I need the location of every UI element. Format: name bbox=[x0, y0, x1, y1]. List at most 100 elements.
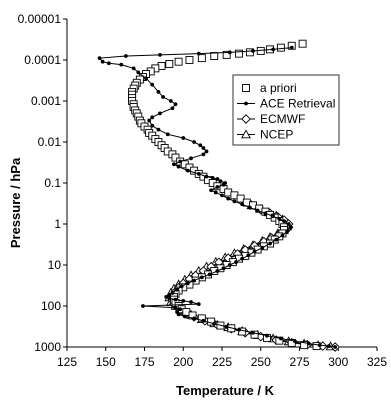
legend-marker-ncep bbox=[241, 129, 251, 139]
data-point-ace-retrieval bbox=[226, 196, 231, 201]
data-point-ace-retrieval bbox=[224, 324, 229, 329]
data-point-ace-retrieval bbox=[204, 174, 209, 179]
data-point-ace-retrieval bbox=[248, 205, 252, 210]
data-point-ace-retrieval bbox=[161, 95, 166, 99]
legend-label-a-priori: a priori bbox=[260, 81, 297, 95]
data-point-ace-retrieval bbox=[327, 344, 331, 348]
data-point-ace-retrieval bbox=[232, 199, 237, 204]
data-point-ace-retrieval bbox=[150, 123, 155, 128]
plot-area: 125 150 175 200 225 250 275 300 325 0.00001 0.0001… bbox=[18, 12, 388, 369]
data-point-ace-retrieval bbox=[210, 175, 215, 180]
data-point-ace-retrieval bbox=[181, 136, 186, 140]
data-point-a-priori bbox=[298, 39, 307, 48]
data-point-ace-retrieval bbox=[106, 61, 111, 66]
data-point-ace-retrieval bbox=[201, 146, 206, 150]
legend-box bbox=[232, 74, 340, 146]
legend-label-ecmwf: ECMWF bbox=[260, 112, 305, 126]
data-point-ace-retrieval bbox=[176, 312, 181, 317]
data-point-a-priori bbox=[300, 341, 309, 350]
data-point-ace-retrieval bbox=[277, 216, 282, 221]
data-point-ace-retrieval bbox=[178, 307, 183, 312]
data-point-ace-retrieval bbox=[192, 278, 197, 283]
data-point-ace-retrieval bbox=[186, 281, 190, 286]
data-point-ace-retrieval bbox=[167, 296, 172, 301]
data-point-ace-retrieval bbox=[196, 172, 201, 176]
data-point-ace-retrieval bbox=[179, 284, 184, 289]
data-point-ace-retrieval bbox=[201, 152, 206, 157]
data-point-ace-retrieval bbox=[251, 49, 255, 53]
data-point-ace-retrieval bbox=[189, 300, 193, 304]
y-tick-label: 1 bbox=[54, 217, 61, 231]
data-point-ace-retrieval bbox=[274, 237, 279, 242]
data-point-ace-retrieval bbox=[333, 345, 338, 349]
data-point-ace-retrieval bbox=[182, 314, 187, 319]
y-tick-label: 100 bbox=[41, 299, 61, 313]
x-tick-label: 125 bbox=[57, 355, 77, 369]
data-point-a-priori bbox=[275, 336, 284, 345]
data-point-a-priori bbox=[185, 56, 194, 64]
data-point-a-priori bbox=[235, 49, 244, 58]
data-point-ace-retrieval bbox=[289, 45, 294, 50]
data-point-ace-retrieval bbox=[165, 132, 170, 137]
data-point-a-priori bbox=[250, 330, 259, 339]
data-point-ace-retrieval bbox=[181, 298, 186, 303]
data-point-ace-retrieval bbox=[150, 115, 155, 120]
data-point-ace-retrieval bbox=[189, 156, 193, 161]
y-tick-label: 0.01 bbox=[38, 135, 62, 149]
y-tick-label: 10 bbox=[48, 258, 62, 272]
data-point-ace-retrieval bbox=[317, 343, 322, 348]
legend-marker-a-priori bbox=[242, 84, 250, 92]
data-point-a-priori bbox=[276, 43, 285, 52]
data-point-ace-retrieval bbox=[201, 318, 206, 323]
data-point-ace-retrieval bbox=[199, 275, 204, 280]
data-point-ace-retrieval bbox=[196, 51, 201, 56]
series-ace-retrieval bbox=[97, 45, 338, 349]
data-point-a-priori bbox=[165, 60, 174, 68]
data-point-ace-retrieval bbox=[119, 62, 124, 67]
legend-marker-ecmwf bbox=[241, 114, 251, 124]
data-point-ace-retrieval bbox=[198, 143, 203, 148]
x-tick-label: 175 bbox=[134, 355, 154, 369]
data-point-ace-retrieval bbox=[288, 225, 293, 230]
data-point-ace-retrieval bbox=[268, 241, 272, 246]
x-tick-label: 250 bbox=[251, 355, 271, 369]
data-point-ace-retrieval bbox=[156, 90, 161, 94]
data-point-ace-retrieval bbox=[170, 106, 175, 111]
data-point-ace-retrieval bbox=[176, 164, 181, 169]
data-point-ace-retrieval bbox=[285, 229, 289, 234]
data-point-ace-retrieval bbox=[173, 102, 178, 107]
data-point-ace-retrieval bbox=[286, 222, 291, 226]
data-point-ace-retrieval bbox=[282, 219, 286, 224]
data-point-ace-retrieval bbox=[164, 295, 169, 299]
y-tick-label: 0.00001 bbox=[18, 12, 62, 26]
data-point-ace-retrieval bbox=[192, 316, 197, 321]
data-point-ace-retrieval bbox=[173, 305, 178, 310]
data-point-ace-retrieval bbox=[279, 336, 283, 341]
data-point-ace-retrieval bbox=[124, 54, 128, 58]
data-point-a-priori bbox=[171, 153, 180, 162]
data-point-ace-retrieval bbox=[204, 149, 209, 154]
data-point-ace-retrieval bbox=[220, 193, 224, 198]
data-point-ace-retrieval bbox=[255, 208, 260, 213]
data-point-ace-retrieval bbox=[218, 179, 223, 184]
x-axis-label: Temperature / K bbox=[176, 383, 275, 398]
data-point-ace-retrieval bbox=[292, 339, 297, 344]
data-point-ace-retrieval bbox=[215, 269, 220, 273]
data-point-ace-retrieval bbox=[131, 66, 136, 71]
data-point-ace-retrieval bbox=[271, 214, 276, 219]
data-point-a-priori bbox=[287, 339, 296, 347]
data-point-ace-retrieval bbox=[240, 256, 245, 261]
data-point-ace-retrieval bbox=[212, 321, 217, 326]
data-point-ace-retrieval bbox=[173, 297, 178, 302]
data-point-ace-retrieval bbox=[172, 162, 176, 167]
data-point-ace-retrieval bbox=[306, 341, 311, 346]
data-point-ace-retrieval bbox=[265, 333, 269, 338]
data-point-ace-retrieval bbox=[167, 293, 172, 298]
legend-label-ace-retrieval: ACE Retrieval bbox=[260, 97, 335, 111]
data-point-ace-retrieval bbox=[136, 70, 141, 75]
x-tick-label: 200 bbox=[173, 355, 193, 369]
data-point-ace-retrieval bbox=[240, 202, 245, 207]
data-point-ace-retrieval bbox=[186, 168, 190, 173]
data-point-ace-retrieval bbox=[213, 190, 218, 195]
